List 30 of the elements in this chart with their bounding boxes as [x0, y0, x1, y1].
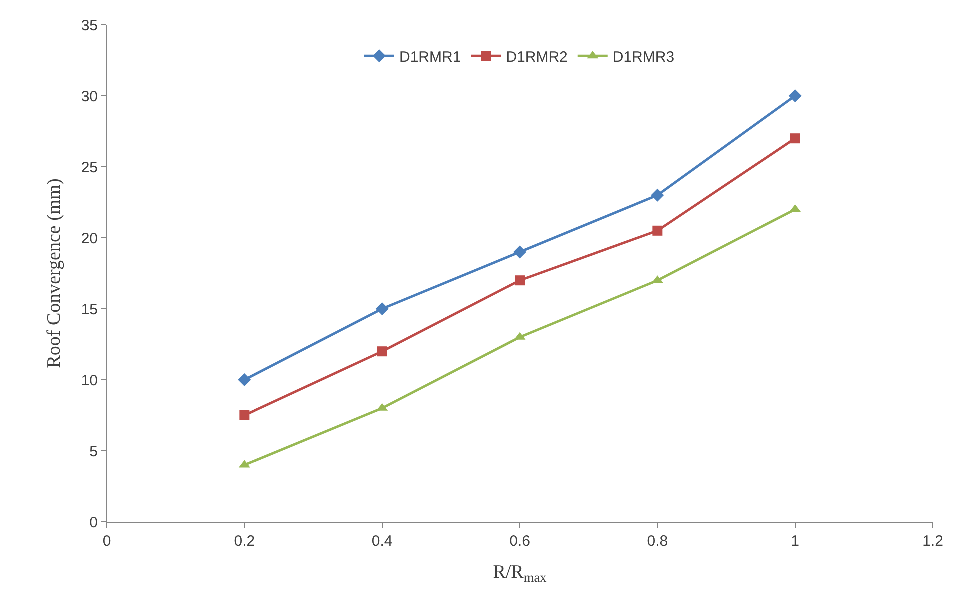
point — [238, 374, 252, 386]
y-tick-label: 10 — [81, 372, 98, 390]
x-axis-title: R/R$_{max}$ — [493, 562, 548, 585]
legend-label: D1RMR1 — [400, 49, 462, 66]
x-tick-label: 0 — [102, 533, 112, 550]
x-tick-label: 0.8 — [647, 533, 668, 550]
point — [790, 134, 800, 144]
point — [652, 226, 663, 236]
point — [376, 302, 389, 316]
point — [514, 246, 526, 259]
x-tick-label: 1.2 — [922, 533, 944, 550]
y-tick-label: 0 — [90, 514, 98, 532]
legend-label: D1RMR2 — [506, 49, 568, 66]
x-tick-label: 0.6 — [510, 533, 530, 550]
y-tick-label: 25 — [81, 159, 98, 176]
y-tick-label: 5 — [90, 443, 98, 460]
legend-label: D1RMR3 — [612, 49, 675, 66]
x-tick-label: 0.4 — [372, 533, 393, 550]
x-tick-label: 1 — [791, 533, 800, 550]
y-tick-label: 20 — [81, 230, 98, 248]
point — [240, 410, 250, 420]
x-tick-label: 0.2 — [234, 533, 256, 550]
y-tick-label: 15 — [81, 301, 98, 318]
point — [515, 276, 525, 286]
y-tick-label: 30 — [81, 88, 98, 106]
y-axis-title: Roof Convergence (mm) — [44, 178, 66, 368]
y-tick-label: 35 — [81, 17, 98, 34]
point — [377, 346, 388, 357]
point — [651, 188, 664, 202]
point — [788, 90, 802, 102]
